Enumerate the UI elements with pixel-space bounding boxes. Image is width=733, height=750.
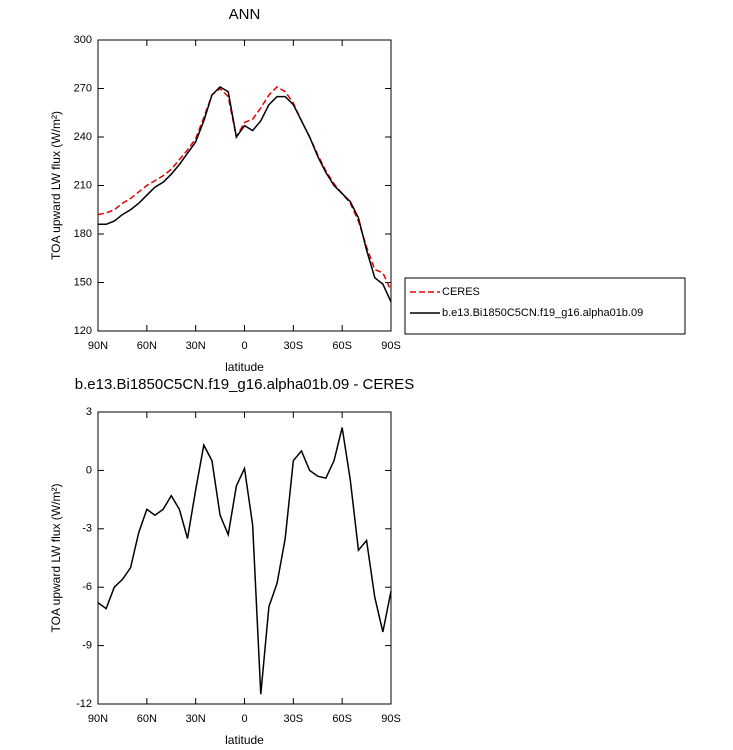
y-tick-label: 210 bbox=[74, 179, 92, 191]
y-tick-label: 150 bbox=[74, 276, 92, 288]
legend-label: CERES bbox=[442, 286, 480, 298]
x-tick-label: 60N bbox=[137, 713, 157, 725]
x-tick-label: 60N bbox=[137, 340, 157, 352]
y-axis-label: TOA upward LW flux (W/m²) bbox=[49, 111, 63, 260]
x-tick-label: 90S bbox=[381, 713, 401, 725]
legend-box bbox=[404, 277, 686, 335]
x-tick-label: 30S bbox=[284, 340, 304, 352]
x-tick-label: 0 bbox=[241, 340, 247, 352]
y-tick-label: -9 bbox=[82, 640, 92, 652]
x-tick-label: 90S bbox=[381, 340, 401, 352]
x-axis-label: latitude bbox=[225, 360, 264, 374]
y-tick-label: 300 bbox=[74, 34, 92, 46]
x-tick-label: 0 bbox=[241, 713, 247, 725]
x-tick-label: 60S bbox=[332, 340, 352, 352]
x-tick-label: 90N bbox=[88, 713, 108, 725]
x-tick-label: 30S bbox=[284, 713, 304, 725]
x-tick-label: 60S bbox=[332, 713, 352, 725]
y-tick-label: -12 bbox=[76, 698, 92, 710]
x-tick-label: 30N bbox=[186, 340, 206, 352]
y-tick-label: 120 bbox=[74, 325, 92, 337]
y-tick-label: 3 bbox=[86, 406, 92, 418]
data-line bbox=[97, 85, 392, 291]
x-axis-label: latitude bbox=[225, 733, 264, 747]
y-tick-label: -6 bbox=[82, 581, 92, 593]
data-line bbox=[97, 427, 392, 695]
y-tick-label: 240 bbox=[74, 131, 92, 143]
x-tick-label: 90N bbox=[88, 340, 108, 352]
y-tick-label: 180 bbox=[74, 228, 92, 240]
y-tick-label: 270 bbox=[74, 82, 92, 94]
chart-title: b.e13.Bi1850C5CN.f19_g16.alpha01b.09 - C… bbox=[75, 376, 414, 393]
chart-title: ANN bbox=[229, 6, 261, 23]
legend-label: b.e13.Bi1850C5CN.f19_g16.alpha01b.09 bbox=[442, 307, 643, 319]
y-axis-label: TOA upward LW flux (W/m²) bbox=[49, 484, 63, 633]
y-tick-label: 0 bbox=[86, 464, 92, 476]
plot-frame bbox=[97, 39, 392, 332]
y-tick-label: -3 bbox=[82, 523, 92, 535]
x-tick-label: 30N bbox=[186, 713, 206, 725]
data-line bbox=[98, 85, 392, 303]
